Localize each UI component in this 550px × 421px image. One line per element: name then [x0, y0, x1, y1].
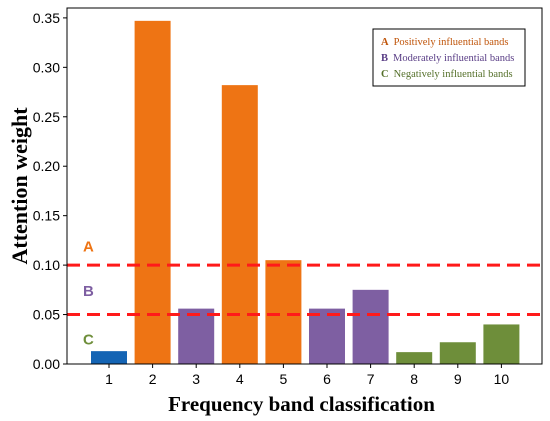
- x-axis: 1 2 3 4 5 6 7 8 9 10: [105, 364, 509, 387]
- y-tick-label: 0.00: [33, 356, 60, 372]
- y-tick-label: 0.20: [33, 158, 60, 174]
- y-tick-label: 0.10: [33, 257, 60, 273]
- legend: A Positively influential bands B Moderately…: [372, 28, 526, 87]
- bar-10: [483, 324, 520, 364]
- x-axis-title: Frequency band classification: [168, 392, 435, 416]
- zone-label-C: C: [83, 331, 94, 348]
- legend-entry-B: B Moderately influential bands: [381, 53, 514, 64]
- x-tick-label: 2: [149, 371, 157, 387]
- bar-2: [134, 20, 171, 364]
- y-tick-label: 0.05: [33, 307, 60, 323]
- x-tick-label: 5: [280, 371, 288, 387]
- x-tick-label: 9: [454, 371, 462, 387]
- bar-6: [309, 308, 345, 364]
- x-tick-label: 1: [105, 371, 113, 387]
- zone-labels: A B C: [83, 238, 94, 348]
- bar-7: [352, 289, 389, 364]
- zone-label-B: B: [83, 283, 94, 300]
- x-tick-label: 7: [367, 371, 375, 387]
- x-tick-label: 8: [410, 371, 418, 387]
- x-tick-label: 3: [192, 371, 200, 387]
- bar-8: [396, 352, 433, 364]
- y-axis: 0.00 0.05 0.10 0.15 0.20 0.25 0.30 0.35: [33, 10, 67, 372]
- x-tick-label: 10: [494, 371, 510, 387]
- bar-1: [91, 351, 127, 364]
- legend-entry-A: A Positively influential bands: [381, 37, 509, 48]
- legend-entry-C: C Negatively influential bands: [381, 69, 513, 80]
- y-tick-label: 0.15: [33, 208, 60, 224]
- y-tick-label: 0.30: [33, 59, 60, 75]
- bar-5: [265, 260, 302, 364]
- x-tick-label: 4: [236, 371, 244, 387]
- plot-area-frame: [66, 7, 543, 365]
- x-tick-label: 6: [323, 371, 331, 387]
- bar-9: [439, 342, 476, 364]
- legend-box: [372, 28, 526, 87]
- bar-4: [221, 85, 258, 364]
- bar-3: [178, 308, 215, 364]
- zone-label-A: A: [83, 238, 94, 255]
- y-axis-title: Attention weight: [7, 107, 32, 265]
- y-tick-label: 0.25: [33, 109, 60, 125]
- y-tick-label: 0.35: [33, 10, 60, 26]
- bars-layer: [91, 20, 520, 364]
